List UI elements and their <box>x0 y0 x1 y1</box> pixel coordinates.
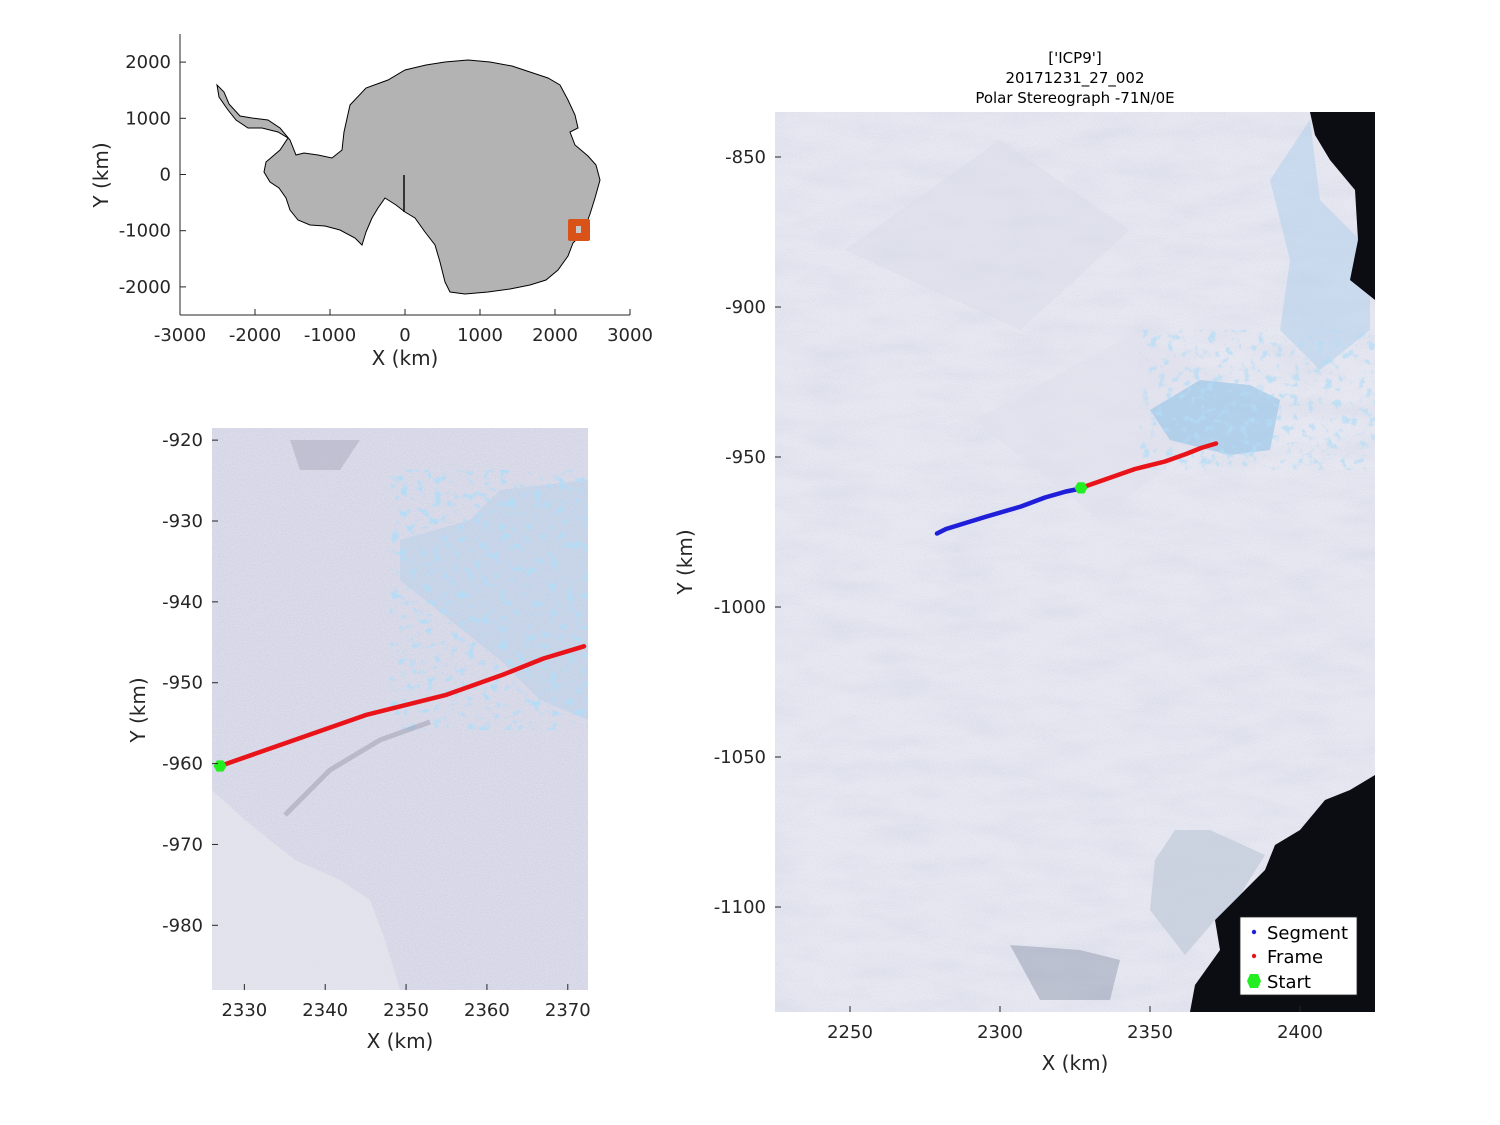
x-tick-label: 2250 <box>827 1022 873 1043</box>
legend-segment-label: Segment <box>1267 923 1348 944</box>
legend: Segment Frame Start <box>1239 916 1358 996</box>
segment-dark-fjord <box>1010 945 1120 1000</box>
frame-zoom-smooth-ice <box>212 790 400 990</box>
segment-blue-ice-2 <box>1270 120 1370 370</box>
segment-ticks: 2250 2300 2350 2400 -850 -900 -950 -1000 -1050 -1… <box>714 147 1323 1043</box>
x-tick-label: 2350 <box>383 1000 429 1021</box>
antarctica-landmass <box>216 59 601 295</box>
y-tick-label: -2000 <box>119 277 171 298</box>
frame-zoom-dark-streak <box>283 719 431 817</box>
frame-location-inner <box>576 226 581 233</box>
legend-start-marker <box>1247 974 1261 988</box>
y-tick-label: -1050 <box>714 747 766 768</box>
segment-coast-ice <box>1150 830 1265 955</box>
frame-zoom-x-axis-label: X (km) <box>367 1029 434 1053</box>
frame-zoom-dark-patch <box>290 440 360 470</box>
y-tick-label: -920 <box>162 430 203 451</box>
y-tick-label: -980 <box>162 915 203 936</box>
frame-zoom-panel: 2330 2340 2350 2360 2370 -920 -930 -940 -950 -960… <box>126 428 591 1053</box>
y-tick-label: 2000 <box>125 52 171 73</box>
x-tick-label: 2370 <box>545 1000 591 1021</box>
frame-zoom-y-axis-label: Y (km) <box>126 677 150 743</box>
y-tick-label: -970 <box>162 834 203 855</box>
x-tick-label: 2350 <box>1127 1022 1173 1043</box>
x-tick-label: 2340 <box>302 1000 348 1021</box>
segment-title-line-2: 20171231_27_002 <box>1005 69 1144 88</box>
legend-segment-marker <box>1251 929 1257 935</box>
y-tick-label: -1100 <box>714 897 766 918</box>
segment-tile-patch <box>845 140 1130 330</box>
overview-ticks: -3000 -2000 -1000 0 1000 2000 3000 2000 1000 0 -10… <box>119 52 653 346</box>
segment-tracks <box>934 441 1219 536</box>
x-tick-label: -1000 <box>304 325 356 346</box>
segment-x-axis-label: X (km) <box>1042 1051 1109 1075</box>
frame-zoom-ticks: 2330 2340 2350 2360 2370 -920 -930 -940 -950 -960… <box>162 430 591 1021</box>
x-tick-label: 0 <box>399 325 410 346</box>
x-tick-label: 2400 <box>1277 1022 1323 1043</box>
y-tick-label: -940 <box>162 592 203 613</box>
legend-frame-marker <box>1251 953 1257 959</box>
frame-track-line <box>217 644 587 769</box>
x-tick-label: 2330 <box>221 1000 267 1021</box>
y-tick-label: -1000 <box>119 221 171 242</box>
y-tick-label: -850 <box>725 147 766 168</box>
x-tick-label: -2000 <box>229 325 281 346</box>
y-tick-label: 1000 <box>125 108 171 129</box>
y-tick-label: -900 <box>725 297 766 318</box>
segment-blue-texture <box>1140 330 1375 470</box>
y-tick-label: -1000 <box>714 597 766 618</box>
frame-zoom-blue-texture <box>390 470 588 730</box>
overview-x-axis-label: X (km) <box>372 346 439 370</box>
x-tick-label: 3000 <box>607 325 653 346</box>
x-tick-label: 2360 <box>464 1000 510 1021</box>
y-tick-label: -950 <box>162 673 203 694</box>
y-tick-label: -950 <box>725 447 766 468</box>
legend-start-label: Start <box>1267 972 1311 993</box>
start-point-marker <box>1074 482 1088 494</box>
segment-y-axis-label: Y (km) <box>673 529 697 595</box>
x-tick-label: -3000 <box>154 325 206 346</box>
legend-frame-label: Frame <box>1267 947 1323 968</box>
segment-title-line-1: ['ICP9'] <box>1048 49 1101 67</box>
x-tick-label: 2300 <box>977 1022 1023 1043</box>
y-tick-label: -930 <box>162 511 203 532</box>
x-tick-label: 2000 <box>532 325 578 346</box>
segment-title-line-3: Polar Stereograph -71N/0E <box>975 89 1174 107</box>
overview-y-axis-label: Y (km) <box>89 142 113 208</box>
y-tick-label: -960 <box>162 754 203 775</box>
x-tick-label: 1000 <box>457 325 503 346</box>
overview-map-panel: -3000 -2000 -1000 0 1000 2000 3000 2000 1000 0 -10… <box>89 34 653 370</box>
frame-track-line <box>1078 441 1219 491</box>
segment-overview-panel: ['ICP9'] 20171231_27_002 Polar Stereogra… <box>673 49 1375 1075</box>
segment-track-line <box>934 486 1084 536</box>
y-tick-label: 0 <box>160 165 171 186</box>
